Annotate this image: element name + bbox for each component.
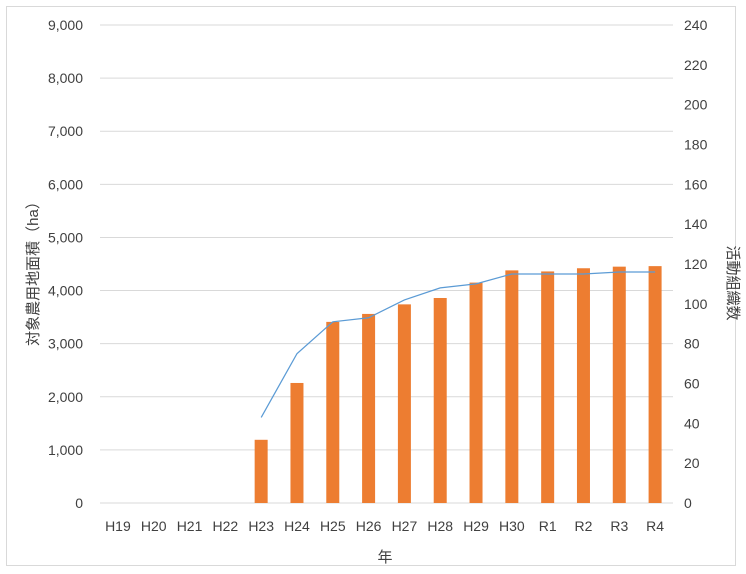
y-axis-left-ticks: 0 1,000 2,000 3,000 4,000 5,000 6,000 7,000 8,00… (48, 17, 83, 511)
bar (433, 297, 447, 503)
x-axis-ticks: H19 H20 H21 H22 H23 H24 H25 H26 H27 H28 H29 H30 R1 R2… (105, 518, 664, 534)
series-line (260, 271, 656, 418)
y-left-tick-label: 4,000 (48, 283, 83, 299)
y-axis-right-title: 活動組織数 (724, 245, 741, 320)
bar (254, 439, 268, 503)
bar (362, 313, 376, 503)
bar (541, 271, 555, 503)
bar (290, 382, 304, 503)
y-right-tick-label: 120 (684, 256, 708, 272)
x-tick-label: H21 (177, 518, 203, 534)
x-tick-label: R3 (610, 518, 628, 534)
bar (326, 321, 340, 503)
y-left-tick-label: 9,000 (48, 17, 83, 33)
bar (469, 282, 483, 503)
line-series (260, 271, 656, 418)
bar (648, 266, 662, 503)
x-tick-label: H19 (105, 518, 131, 534)
x-tick-label: H25 (320, 518, 346, 534)
y-right-tick-label: 220 (684, 57, 708, 73)
x-tick-label: H26 (356, 518, 382, 534)
y-left-tick-label: 0 (75, 495, 83, 511)
y-right-tick-label: 0 (684, 495, 692, 511)
x-tick-label: R4 (646, 518, 664, 534)
y-left-tick-label: 7,000 (48, 123, 83, 139)
y-axis-left-title: 対象農用地面積（ha） (25, 194, 42, 346)
y-left-tick-label: 2,000 (48, 389, 83, 405)
y-right-tick-label: 200 (684, 97, 708, 113)
y-left-tick-label: 1,000 (48, 442, 83, 458)
x-tick-label: H27 (392, 518, 418, 534)
x-tick-label: H22 (213, 518, 239, 534)
x-tick-label: H28 (427, 518, 453, 534)
bar (397, 304, 411, 503)
y-right-tick-label: 160 (684, 176, 708, 192)
y-right-tick-label: 20 (684, 455, 700, 471)
bar (505, 270, 519, 503)
x-axis-title: 年 (377, 549, 392, 566)
y-left-tick-label: 6,000 (48, 176, 83, 192)
x-tick-label: H20 (141, 518, 167, 534)
bar (612, 266, 626, 503)
y-right-tick-label: 80 (684, 336, 700, 352)
bar-series (254, 266, 662, 503)
x-tick-label: R2 (575, 518, 593, 534)
x-tick-label: H23 (248, 518, 274, 534)
x-tick-label: H24 (284, 518, 310, 534)
x-tick-label: R1 (539, 518, 557, 534)
x-tick-label: H30 (499, 518, 525, 534)
y-right-tick-label: 180 (684, 137, 708, 153)
bar (576, 268, 590, 503)
x-tick-label: H29 (463, 518, 489, 534)
y-axis-right-ticks: 0 20 40 60 80 100 120 140 160 180 200 220 240 (684, 17, 708, 511)
y-left-tick-label: 8,000 (48, 70, 83, 86)
y-right-tick-label: 140 (684, 216, 708, 232)
y-right-tick-label: 100 (684, 296, 708, 312)
y-right-tick-label: 40 (684, 415, 700, 431)
y-right-tick-label: 240 (684, 17, 708, 33)
y-left-tick-label: 5,000 (48, 229, 83, 245)
y-left-tick-label: 3,000 (48, 336, 83, 352)
y-right-tick-label: 60 (684, 376, 700, 392)
